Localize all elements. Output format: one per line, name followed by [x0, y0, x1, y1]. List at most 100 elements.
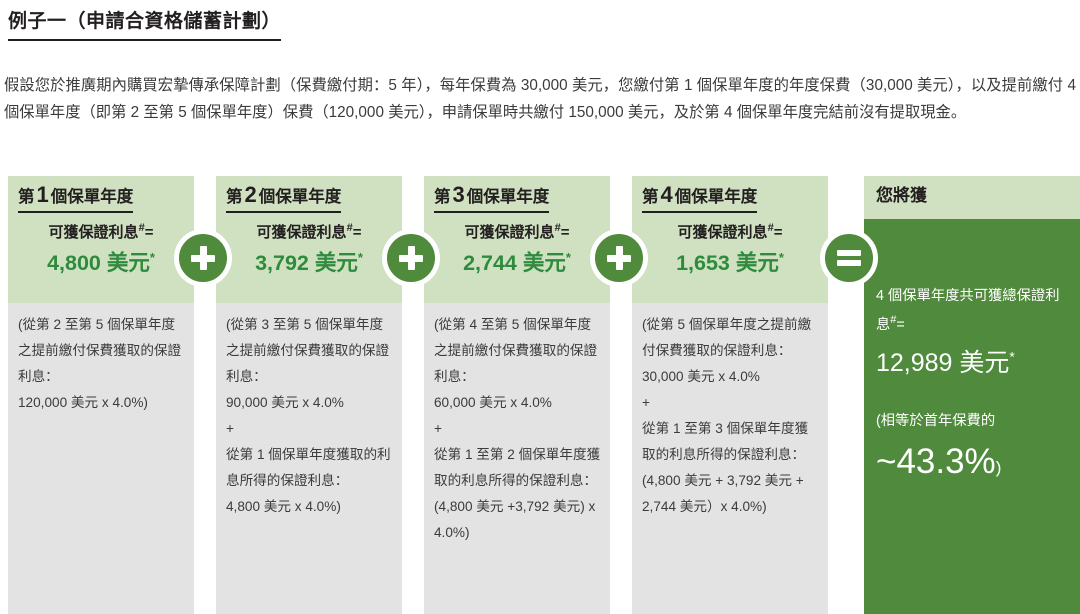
year-card-4-body: (從第 5 個保單年度之提前繳付保費獲取的保證利息： 30,000 美元 x 4… [632, 303, 828, 614]
result-total-amount-value: 12,989 美元 [876, 349, 1010, 377]
year-card-3: 第3 個保單年度 可獲保證利息#= 2,744 美元* (從第 4 至第 5 個保… [424, 176, 610, 614]
year-card-2-sub-equals: = [352, 224, 362, 241]
year-card-4-sub-label: 可獲保證利息 [677, 224, 768, 241]
year-card-1-detail-line: 120,000 美元 x 4.0%) [18, 395, 148, 410]
year-card-4-sub-marker: # [767, 222, 774, 234]
intro-paragraph: 假設您於推廣期內購買宏摯傳承保障計劃（保費繳付期：5 年），每年保費為 30,0… [4, 77, 1076, 121]
year-card-1: 第1 個保單年度 可獲保證利息#= 4,800 美元* (從第 2 至第 5 個保… [8, 176, 194, 614]
year-card-3-subtitle: 可獲保證利息#= [434, 222, 600, 242]
year-card-2-title-prefix: 第 [226, 188, 243, 206]
year-card-3-detail-line: 60,000 美元 x 4.0% [434, 395, 552, 410]
result-percent-value: ~43.3% [876, 442, 996, 481]
year-card-4-detail-line: (從第 5 個保單年度之提前繳付保費獲取的保證利息： [642, 317, 812, 358]
year-card-4-detail-line: 30,000 美元 x 4.0% [642, 369, 760, 384]
year-card-4-header: 第4 個保單年度 可獲保證利息#= 1,653 美元* [632, 176, 828, 303]
result-total-label-text: 4 個保單年度共可獲總保證利息 [876, 288, 1060, 333]
result-total-amount-marker: * [1009, 348, 1015, 365]
year-card-3-amount: 2,744 美元* [434, 251, 600, 275]
year-card-4-amount: 1,653 美元* [642, 251, 818, 275]
year-card-2-body: (從第 3 至第 5 個保單年度之提前繳付保費獲取的保證利息： 90,000 美… [216, 303, 402, 614]
result-total-label-equals: = [896, 317, 905, 333]
year-card-4-title: 第4 個保單年度 [642, 182, 758, 213]
year-card-2-title-suffix: 個保單年度 [258, 188, 342, 206]
year-card-4-detail-line: 從第 1 至第 3 個保單年度獲取的利息所得的保證利息： [642, 421, 809, 462]
result-total-label-marker: # [890, 314, 897, 327]
result-panel-body: 4 個保單年度共可獲總保證利息#= 12,989 美元* (相等於首年保費的 ~… [864, 219, 1080, 614]
year-card-4-sub-equals: = [773, 224, 783, 241]
year-card-1-detail-line: (從第 2 至第 5 個保單年度之提前繳付保費獲取的保證利息： [18, 317, 182, 384]
year-card-2-detail-line: 4,800 美元 x 4.0%) [226, 499, 341, 514]
year-card-3-amount-marker: * [565, 249, 571, 265]
plus-icon-bar-vertical [199, 246, 207, 270]
year-card-3-title: 第3 個保單年度 [434, 182, 550, 213]
result-percent: ~43.3%) [876, 442, 1068, 488]
result-total-amount: 12,989 美元* [876, 348, 1068, 378]
result-total-label: 4 個保單年度共可獲總保證利息#= [876, 282, 1068, 340]
year-card-4-detail-line: (4,800 美元 + 3,792 美元 + 2,744 美元）x 4.0%) [642, 473, 804, 514]
year-card-4-title-number: 4 [660, 182, 673, 207]
year-card-3-title-suffix: 個保單年度 [466, 188, 550, 206]
year-card-4-amount-marker: * [778, 249, 784, 265]
year-card-2-sub-label: 可獲保證利息 [256, 224, 347, 241]
year-card-2-detail-line: + [226, 421, 234, 436]
year-card-1-body: (從第 2 至第 5 個保單年度之提前繳付保費獲取的保證利息： 120,000 … [8, 303, 194, 614]
year-card-3-header: 第3 個保單年度 可獲保證利息#= 2,744 美元* [424, 176, 610, 303]
year-card-2-detail-line: 90,000 美元 x 4.0% [226, 395, 344, 410]
year-card-4-title-prefix: 第 [642, 188, 659, 206]
year-card-1-sub-label: 可獲保證利息 [48, 224, 139, 241]
year-card-1-title: 第1 個保單年度 [18, 182, 134, 213]
year-card-2-detail-line: (從第 3 至第 5 個保單年度之提前繳付保費獲取的保證利息： [226, 317, 390, 384]
year-card-1-sub-equals: = [144, 224, 154, 241]
equals-icon-bar-top [837, 250, 861, 256]
result-panel-header: 您將獲 [864, 176, 1080, 219]
year-card-3-detail-line: + [434, 421, 442, 436]
year-card-2-title: 第2 個保單年度 [226, 182, 342, 213]
year-card-1-amount-marker: * [149, 249, 155, 265]
plus-icon [382, 229, 440, 287]
year-card-3-title-prefix: 第 [434, 188, 451, 206]
year-card-1-title-number: 1 [36, 182, 49, 207]
year-card-3-sub-equals: = [560, 224, 570, 241]
year-card-4: 第4 個保單年度 可獲保證利息#= 1,653 美元* (從第 5 個保單年度之提… [632, 176, 828, 614]
equals-icon [820, 229, 878, 287]
result-panel: 您將獲 4 個保單年度共可獲總保證利息#= 12,989 美元* (相等於首年保… [864, 176, 1080, 614]
year-card-4-detail-line: + [642, 395, 650, 410]
equals-icon-bar-bottom [837, 260, 861, 266]
year-card-2-header: 第2 個保單年度 可獲保證利息#= 3,792 美元* [216, 176, 402, 303]
year-card-2-detail-line: 從第 1 個保單年度獲取的利息所得的保證利息： [226, 447, 391, 488]
example-cards-row: 第1 個保單年度 可獲保證利息#= 4,800 美元* (從第 2 至第 5 個保… [0, 176, 1080, 614]
year-card-3-sub-marker: # [554, 222, 561, 234]
year-card-4-amount-value: 1,653 美元 [676, 251, 779, 275]
page-title: 例子一（申請合資格儲蓄計劃） [8, 6, 282, 41]
plus-icon [590, 229, 648, 287]
year-card-2-amount-marker: * [357, 249, 363, 265]
year-card-1-sub-marker: # [138, 222, 145, 234]
plus-icon-bar-vertical [615, 246, 623, 270]
year-card-4-title-suffix: 個保單年度 [674, 188, 758, 206]
year-card-3-detail-line: (從第 4 至第 5 個保單年度之提前繳付保費獲取的保證利息： [434, 317, 598, 384]
year-card-1-title-prefix: 第 [18, 188, 35, 206]
year-card-3-body: (從第 4 至第 5 個保單年度之提前繳付保費獲取的保證利息： 60,000 美… [424, 303, 610, 614]
year-card-4-subtitle: 可獲保證利息#= [642, 222, 818, 242]
year-card-2-amount: 3,792 美元* [226, 251, 392, 275]
year-card-2-amount-value: 3,792 美元 [255, 251, 358, 275]
year-card-2: 第2 個保單年度 可獲保證利息#= 3,792 美元* (從第 3 至第 5 個保… [216, 176, 402, 614]
year-card-2-sub-marker: # [346, 222, 353, 234]
year-card-3-title-number: 3 [452, 182, 465, 207]
plus-icon-bar-vertical [407, 246, 415, 270]
year-card-2-subtitle: 可獲保證利息#= [226, 222, 392, 242]
result-note: (相等於首年保費的 [876, 413, 996, 429]
year-card-2-title-number: 2 [244, 182, 257, 207]
result-panel-title: 您將獲 [876, 186, 927, 205]
year-card-3-detail-line: (4,800 美元 +3,792 美元) x 4.0%) [434, 499, 596, 540]
year-card-1-title-suffix: 個保單年度 [50, 188, 134, 206]
year-card-1-header: 第1 個保單年度 可獲保證利息#= 4,800 美元* [8, 176, 194, 303]
year-card-3-sub-label: 可獲保證利息 [464, 224, 555, 241]
year-card-3-amount-value: 2,744 美元 [463, 251, 566, 275]
year-card-3-detail-line: 從第 1 至第 2 個保單年度獲取的利息所得的保證利息： [434, 447, 601, 488]
result-percent-close-paren: ) [995, 458, 1002, 477]
plus-icon [174, 229, 232, 287]
year-card-1-amount-value: 4,800 美元 [47, 251, 150, 275]
year-card-1-amount: 4,800 美元* [18, 251, 184, 275]
year-card-1-subtitle: 可獲保證利息#= [18, 222, 184, 242]
